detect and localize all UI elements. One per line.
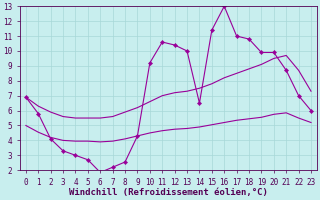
X-axis label: Windchill (Refroidissement éolien,°C): Windchill (Refroidissement éolien,°C) [69,188,268,197]
